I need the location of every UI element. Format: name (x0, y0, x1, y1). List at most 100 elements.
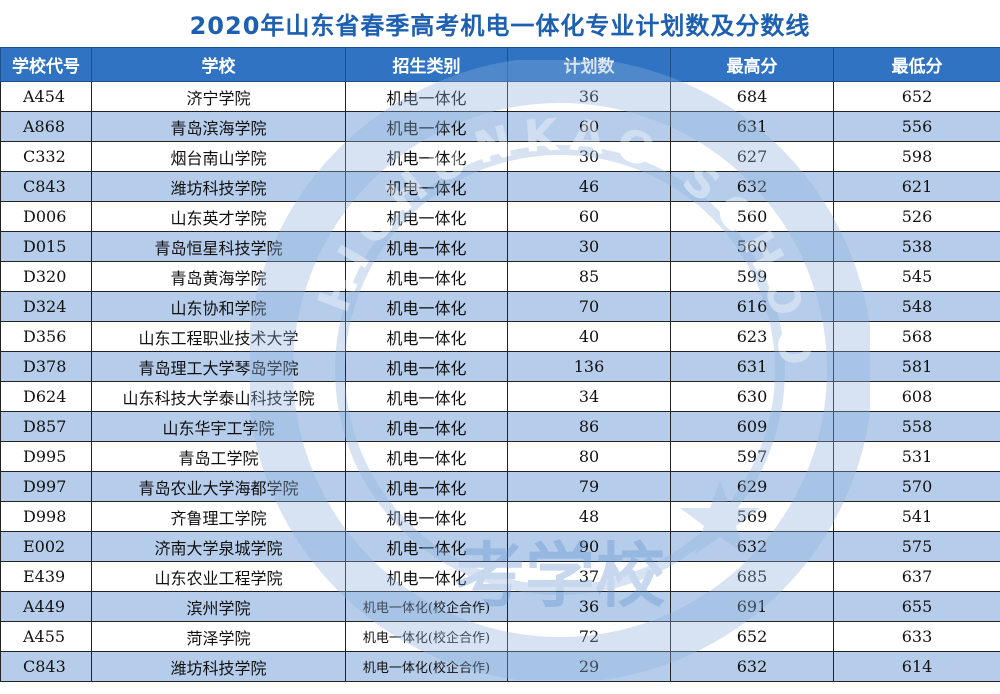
cell-max: 652 (670, 621, 834, 652)
table-row: D624 山东科技大学泰山科技学院 机电一体化 34 630 608 (0, 381, 1000, 412)
cell-max: 630 (670, 381, 834, 412)
cell-category: 机电一体化 (345, 201, 508, 232)
cell-plan: 29 (507, 651, 671, 682)
cell-max: 623 (670, 321, 834, 352)
cell-min: 545 (833, 261, 1000, 292)
cell-category: 机电一体化(校企合作) (345, 651, 508, 682)
cell-code: D006 (0, 201, 92, 232)
cell-max: 684 (670, 81, 834, 112)
score-table: 学校代号 学校 招生类别 计划数 最高分 最低分 A454 济宁学院 机电一体化 36… (0, 47, 1000, 682)
table-row: C843 潍坊科技学院 机电一体化 46 632 621 (0, 171, 1000, 202)
cell-plan: 90 (507, 531, 671, 562)
cell-school: 潍坊科技学院 (91, 171, 346, 202)
cell-plan: 36 (507, 81, 671, 112)
cell-category: 机电一体化 (345, 321, 508, 352)
cell-max: 569 (670, 501, 834, 532)
cell-plan: 60 (507, 111, 671, 142)
cell-category: 机电一体化 (345, 441, 508, 472)
cell-category: 机电一体化 (345, 81, 508, 112)
header-category: 招生类别 (345, 47, 508, 82)
cell-code: C843 (0, 651, 92, 682)
cell-code: D015 (0, 231, 92, 262)
cell-category: 机电一体化 (345, 501, 508, 532)
table-row: E002 济南大学泉城学院 机电一体化 90 632 575 (0, 531, 1000, 562)
cell-category: 机电一体化 (345, 531, 508, 562)
cell-min: 568 (833, 321, 1000, 352)
cell-plan: 70 (507, 291, 671, 322)
cell-category: 机电一体化 (345, 111, 508, 142)
cell-max: 691 (670, 591, 834, 622)
cell-school: 山东科技大学泰山科技学院 (91, 381, 346, 412)
cell-code: D624 (0, 381, 92, 412)
cell-min: 598 (833, 141, 1000, 172)
cell-min: 637 (833, 561, 1000, 592)
cell-category: 机电一体化 (345, 351, 508, 382)
cell-category: 机电一体化 (345, 141, 508, 172)
table-row: A868 青岛滨海学院 机电一体化 60 631 556 (0, 111, 1000, 142)
header-code: 学校代号 (0, 47, 92, 82)
page-title: 2020年山东省春季高考机电一体化专业计划数及分数线 (0, 0, 1000, 47)
cell-code: A454 (0, 81, 92, 112)
cell-code: E439 (0, 561, 92, 592)
cell-plan: 46 (507, 171, 671, 202)
cell-min: 655 (833, 591, 1000, 622)
table-row: A455 菏泽学院 机电一体化(校企合作) 72 652 633 (0, 621, 1000, 652)
cell-max: 597 (670, 441, 834, 472)
cell-code: A455 (0, 621, 92, 652)
cell-code: C332 (0, 141, 92, 172)
cell-code: D324 (0, 291, 92, 322)
cell-plan: 60 (507, 201, 671, 232)
cell-category: 机电一体化(校企合作) (345, 591, 508, 622)
table-row: E439 山东农业工程学院 机电一体化 37 685 637 (0, 561, 1000, 592)
cell-code: D378 (0, 351, 92, 382)
cell-min: 575 (833, 531, 1000, 562)
cell-school: 青岛工学院 (91, 441, 346, 472)
table-row: D857 山东华宇工学院 机电一体化 86 609 558 (0, 411, 1000, 442)
cell-max: 632 (670, 531, 834, 562)
cell-plan: 40 (507, 321, 671, 352)
cell-min: 652 (833, 81, 1000, 112)
cell-school: 山东农业工程学院 (91, 561, 346, 592)
cell-school: 烟台南山学院 (91, 141, 346, 172)
cell-school: 山东协和学院 (91, 291, 346, 322)
cell-plan: 48 (507, 501, 671, 532)
table-row: D995 青岛工学院 机电一体化 80 597 531 (0, 441, 1000, 472)
header-school: 学校 (91, 47, 346, 82)
cell-school: 菏泽学院 (91, 621, 346, 652)
cell-school: 山东华宇工学院 (91, 411, 346, 442)
cell-max: 627 (670, 141, 834, 172)
cell-plan: 85 (507, 261, 671, 292)
cell-plan: 79 (507, 471, 671, 502)
cell-max: 560 (670, 231, 834, 262)
cell-plan: 30 (507, 141, 671, 172)
cell-max: 629 (670, 471, 834, 502)
cell-plan: 80 (507, 441, 671, 472)
header-row: 学校代号 学校 招生类别 计划数 最高分 最低分 (0, 47, 1000, 82)
cell-school: 济南大学泉城学院 (91, 531, 346, 562)
cell-category: 机电一体化(校企合作) (345, 621, 508, 652)
header-plan: 计划数 (507, 47, 671, 82)
cell-max: 560 (670, 201, 834, 232)
cell-code: C843 (0, 171, 92, 202)
cell-code: D320 (0, 261, 92, 292)
table-row: C843 潍坊科技学院 机电一体化(校企合作) 29 632 614 (0, 651, 1000, 682)
cell-code: D995 (0, 441, 92, 472)
cell-category: 机电一体化 (345, 381, 508, 412)
cell-max: 609 (670, 411, 834, 442)
cell-max: 632 (670, 171, 834, 202)
cell-code: D997 (0, 471, 92, 502)
table-row: A449 滨州学院 机电一体化(校企合作) 36 691 655 (0, 591, 1000, 622)
cell-category: 机电一体化 (345, 471, 508, 502)
cell-plan: 30 (507, 231, 671, 262)
cell-school: 滨州学院 (91, 591, 346, 622)
cell-code: D998 (0, 501, 92, 532)
cell-category: 机电一体化 (345, 561, 508, 592)
cell-category: 机电一体化 (345, 291, 508, 322)
cell-max: 685 (670, 561, 834, 592)
cell-category: 机电一体化 (345, 231, 508, 262)
cell-school: 青岛滨海学院 (91, 111, 346, 142)
cell-min: 526 (833, 201, 1000, 232)
cell-min: 558 (833, 411, 1000, 442)
cell-school: 山东英才学院 (91, 201, 346, 232)
cell-plan: 34 (507, 381, 671, 412)
